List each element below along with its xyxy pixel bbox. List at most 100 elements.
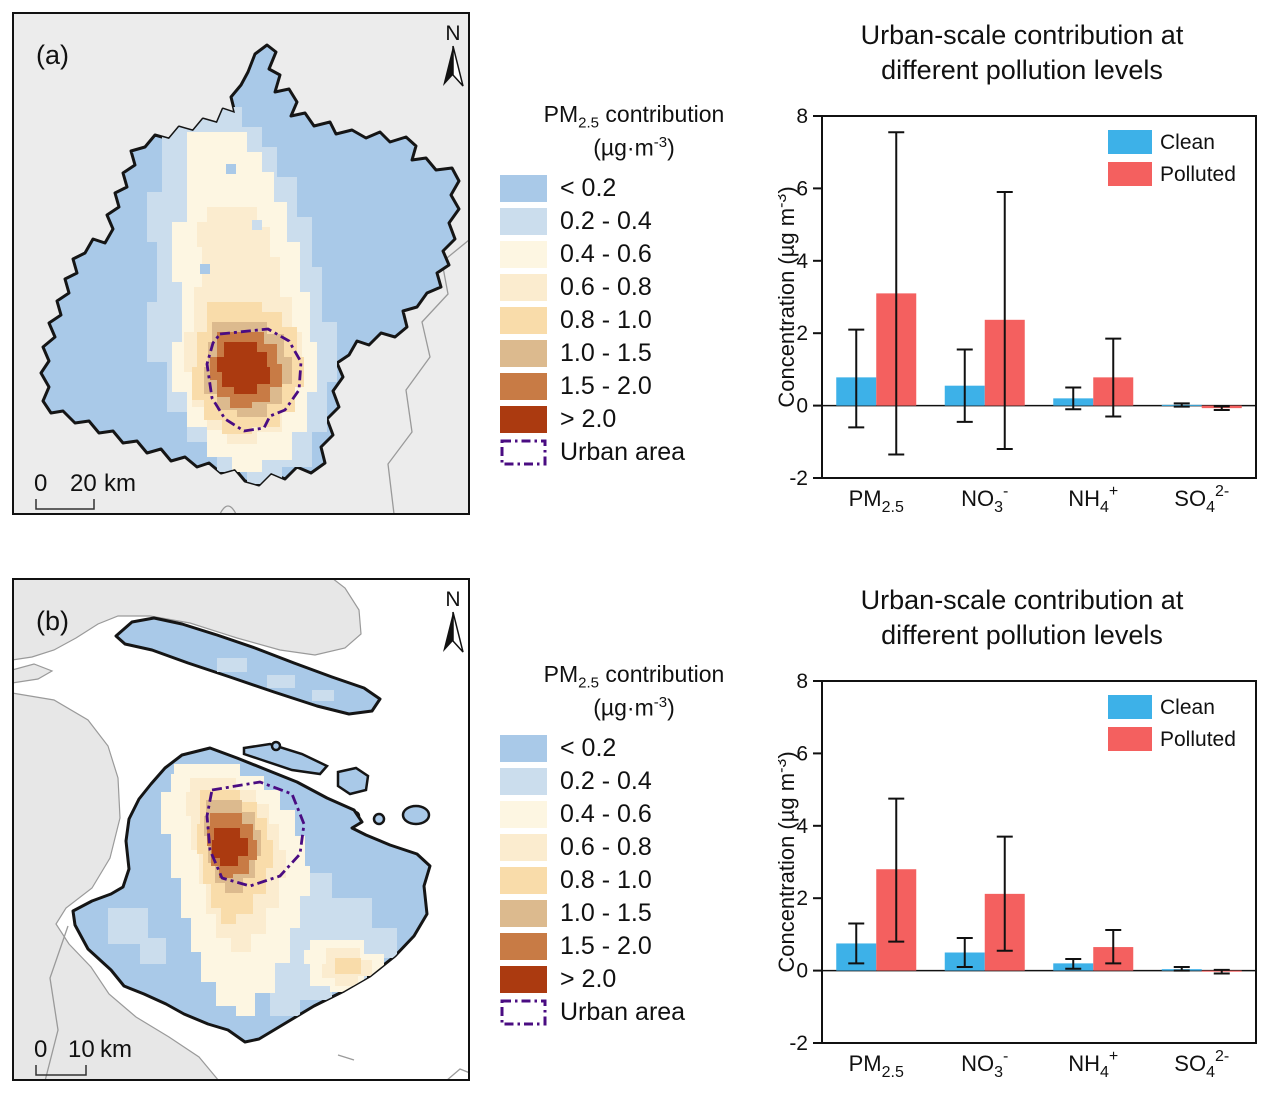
map-legend-bins: < 0.2 0.2 - 0.4 0.4 - 0.6 0.6 - 0.8 0.8 - 1.… <box>500 734 768 1027</box>
legend-bin-row: 0.8 - 1.0 <box>500 866 768 895</box>
y-tick-label: 2 <box>796 322 808 345</box>
y-axis-label: Concentration (µg m-3) <box>778 751 799 972</box>
heatmap-a <box>147 107 337 484</box>
chart-legend-label-clean: Clean <box>1160 696 1215 719</box>
legend-bin-label: 0.2 - 0.4 <box>560 766 652 795</box>
chart-legend-label-polluted: Polluted <box>1160 163 1236 186</box>
legend-bin-swatch <box>500 207 547 235</box>
legend-bin-label: 0.6 - 0.8 <box>560 272 652 301</box>
legend-bin-label: < 0.2 <box>560 173 617 202</box>
x-category-label: NO3- <box>961 1048 1008 1081</box>
chart-legend-label-clean: Clean <box>1160 131 1215 154</box>
x-category-label: PM2.5 <box>849 1051 904 1081</box>
legend-bin-swatch <box>500 932 547 960</box>
scale-bar-b: 0 10 km <box>34 1036 132 1076</box>
legend-bin-label: 1.0 - 1.5 <box>560 338 652 367</box>
legend-bin-label: 0.6 - 0.8 <box>560 832 652 861</box>
legend-bin-label: 0.8 - 1.0 <box>560 305 652 334</box>
map-legend-title: PM2.5 contribution (µg·m-3) <box>543 101 725 161</box>
scale-unit: km <box>100 1036 132 1063</box>
y-tick-label: 8 <box>796 670 808 693</box>
legend-bin-swatch <box>500 174 547 202</box>
legend-bin-label: 0.2 - 0.4 <box>560 206 652 235</box>
legend-bin-row: 0.4 - 0.6 <box>500 240 768 269</box>
legend-bin-row: 1.5 - 2.0 <box>500 932 768 961</box>
y-tick-label: 4 <box>796 815 808 838</box>
legend-bin-swatch <box>500 800 547 828</box>
scale-value: 10 <box>68 1036 95 1063</box>
legend-bin-row: 1.0 - 1.5 <box>500 339 768 368</box>
north-arrow-icon: N <box>443 22 464 87</box>
chart-a-svg: -2 0 2 4 6 8 PM2.5 NO3- NH4+ SO42- Concentration (… <box>773 105 1257 516</box>
heatmap-b <box>108 764 397 1016</box>
map-legend-title: PM2.5 contribution (µg·m-3) <box>543 661 725 721</box>
legend-bin-label: 0.4 - 0.6 <box>560 799 652 828</box>
y-tick-label: 4 <box>796 250 808 273</box>
legend-bin-row: 0.6 - 0.8 <box>500 833 768 862</box>
panel-a-map: N 0 20 km (a) <box>12 12 470 520</box>
legend-urban-row: Urban area <box>500 998 768 1027</box>
legend-bin-row: 0.6 - 0.8 <box>500 273 768 302</box>
panel-label-a: (a) <box>36 40 69 70</box>
legend-bin-label: 1.5 - 2.0 <box>560 931 652 960</box>
map-legend-a: PM2.5 contribution (µg·m-3) < 0.2 0.2 - 0… <box>500 100 768 471</box>
urban-area-swatch-icon <box>500 439 547 466</box>
legend-bin-label: 0.8 - 1.0 <box>560 865 652 894</box>
legend-bin-label: 1.5 - 2.0 <box>560 371 652 400</box>
x-category-label: SO42- <box>1174 483 1229 516</box>
map-b-frame <box>12 578 470 1081</box>
legend-bin-swatch <box>500 273 547 301</box>
chart-b-svg: -2 0 2 4 6 8 PM2.5 NO3- NH4+ SO42- Concentration (… <box>773 670 1257 1081</box>
chart-title-b: Urban-scale contribution at different po… <box>860 585 1184 651</box>
scale-zero: 0 <box>34 1036 47 1063</box>
scale-bar-a: 0 20 km <box>34 470 136 510</box>
x-category-label: PM2.5 <box>849 486 904 516</box>
legend-bin-row: < 0.2 <box>500 734 768 763</box>
legend-bin-swatch <box>500 965 547 993</box>
north-label: N <box>445 22 460 45</box>
scale-unit: km <box>104 470 136 497</box>
legend-bin-swatch <box>500 240 547 268</box>
legend-bin-row: 0.8 - 1.0 <box>500 306 768 335</box>
legend-bin-row: 0.4 - 0.6 <box>500 800 768 829</box>
urban-area-outline-a <box>205 327 303 433</box>
legend-bin-label: 0.4 - 0.6 <box>560 239 652 268</box>
panel-b-chart: Urban-scale contribution at different po… <box>773 575 1266 1086</box>
legend-bin-swatch <box>500 372 547 400</box>
scale-zero: 0 <box>34 470 47 497</box>
legend-bin-label: < 0.2 <box>560 733 617 762</box>
y-tick-label: 6 <box>796 177 808 200</box>
y-tick-label: 0 <box>796 960 808 983</box>
legend-bin-label: > 2.0 <box>560 404 617 433</box>
y-tick-label: 8 <box>796 105 808 128</box>
legend-bin-swatch <box>500 899 547 927</box>
panel-b-map: N 0 10 km (b) <box>11 577 471 1086</box>
north-label: N <box>445 588 460 611</box>
map-b-svg: N 0 10 km (b) <box>11 577 471 1082</box>
legend-bin-swatch <box>500 405 547 433</box>
legend-bin-swatch <box>500 866 547 894</box>
plot-frame <box>821 115 1257 479</box>
y-tick-label: 0 <box>796 395 808 418</box>
chongming-island <box>114 616 382 716</box>
y-tick-label: 6 <box>796 742 808 765</box>
legend-bin-swatch <box>500 734 547 762</box>
x-category-label: SO42- <box>1174 1048 1229 1081</box>
neighbor-boundaries-a <box>219 239 470 515</box>
legend-bin-row: 0.2 - 0.4 <box>500 767 768 796</box>
legend-urban-label: Urban area <box>560 437 686 466</box>
legend-bin-row: 1.0 - 1.5 <box>500 899 768 928</box>
map-a-svg: N 0 20 km (a) <box>12 12 470 515</box>
map-legend-b: PM2.5 contribution (µg·m-3) < 0.2 0.2 - 0… <box>500 660 768 1031</box>
urban-area-outline-b <box>205 780 306 888</box>
legend-bin-row: 1.5 - 2.0 <box>500 372 768 401</box>
legend-urban-row: Urban area <box>500 438 768 467</box>
legend-bin-swatch <box>500 767 547 795</box>
chart-legend-swatch-polluted <box>1108 162 1152 186</box>
chart-legend-swatch-polluted <box>1108 727 1152 751</box>
legend-bin-row: > 2.0 <box>500 965 768 994</box>
x-category-label: NH4+ <box>1068 483 1118 516</box>
map-a-frame <box>12 12 470 515</box>
y-tick-label: -2 <box>789 467 808 490</box>
x-category-label: NO3- <box>961 483 1008 516</box>
